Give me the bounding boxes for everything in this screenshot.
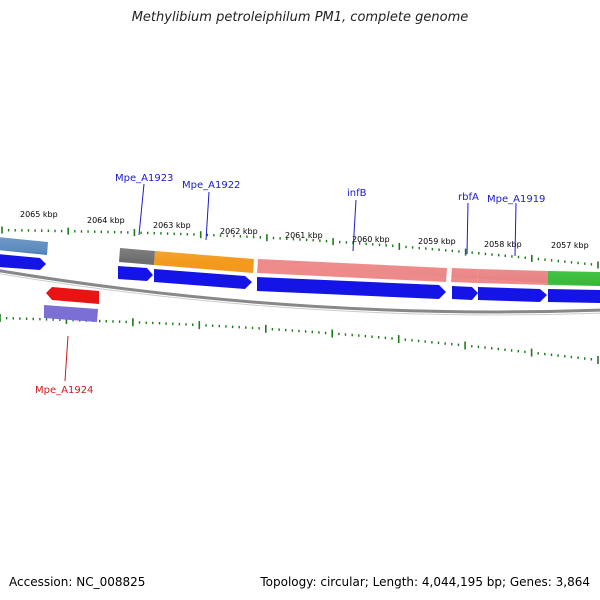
gene-label[interactable]: Mpe_A1922 [182,180,240,191]
tick-label: 2062 kbp [220,227,258,236]
tick-label: 2058 kbp [484,240,522,249]
cds-arrow[interactable] [548,289,600,303]
outer-tick-ring [1,226,599,269]
tick-label: 2060 kbp [352,235,390,244]
genome-backbone-shadow [0,273,600,316]
leader-line [352,199,357,252]
tick-label: 2061 kbp [285,231,323,240]
tick-label: 2064 kbp [87,216,125,225]
gene-label[interactable]: Mpe_A1924 [35,385,93,396]
inner-tick-ring [0,314,599,364]
leader-line [514,202,517,257]
topology-text: Topology: circular; Length: 4,044,195 bp… [260,575,590,589]
tick-label: 2065 kbp [20,210,58,219]
tick-label: 2059 kbp [418,237,456,246]
cds-arrow[interactable] [257,277,446,299]
cds-arrow[interactable] [478,287,547,302]
cds-arrow[interactable] [154,269,252,289]
gene-label[interactable]: infB [347,188,367,199]
tick-label: 2063 kbp [153,221,191,230]
gene-label[interactable]: rbfA [458,192,479,203]
gene-label[interactable]: Mpe_A1919 [487,194,545,205]
map-title: Methylibium petroleiphilum PM1, complete… [131,10,469,25]
leader-line [205,191,210,241]
reverse-cds-track [46,287,99,304]
feature-segment[interactable] [44,305,98,322]
accession-text: Accession: NC_008825 [9,575,146,589]
leader-line [466,202,469,255]
cds-arrow[interactable] [46,287,99,304]
genome-backbone [0,269,600,314]
cds-arrow[interactable] [0,254,46,270]
forward-cog-track [0,237,600,286]
cds-arrow[interactable] [118,266,153,281]
cds-arrow[interactable] [452,286,478,300]
gene-label[interactable]: Mpe_A1923 [115,173,173,184]
leader-line [64,335,69,382]
gene-label-leaders [64,183,517,382]
reverse-cog-track [44,305,98,322]
leader-line [138,183,145,236]
feature-sheen [0,237,600,286]
forward-cds-track [0,254,600,303]
tick-label: 2057 kbp [551,241,589,250]
